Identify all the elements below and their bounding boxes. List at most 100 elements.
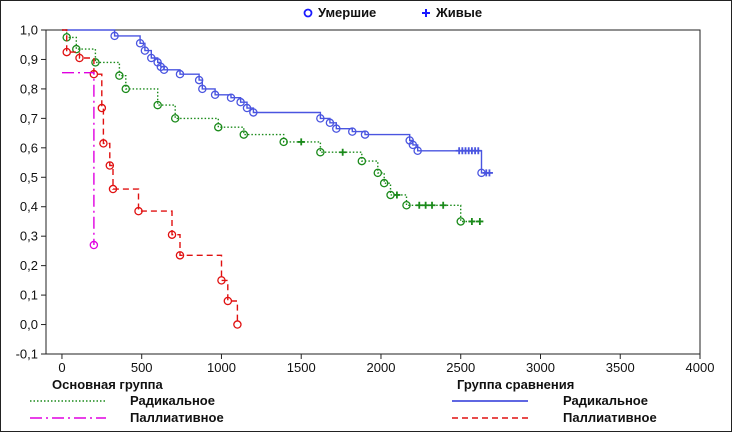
x-tick-label: 500 [131, 360, 153, 375]
event-marker [194, 75, 204, 85]
plot-area [45, 29, 701, 355]
x-axis-ticks: 0 500 1000 1500 2000 2500 3000 3500 4000 [58, 354, 714, 375]
legend-label: Умершие [318, 5, 376, 20]
event-marker [226, 93, 236, 102]
censored-marker [476, 217, 484, 225]
legend-label: Живые [435, 5, 482, 20]
event-marker [233, 320, 242, 329]
event-marker [379, 178, 389, 188]
event-marker [99, 139, 108, 148]
group-legends: Основная группаРадикальноеПаллиативноеГр… [30, 377, 657, 425]
x-tick-label: 1500 [287, 360, 316, 375]
event-marker [316, 114, 325, 123]
x-tick-label: 3000 [526, 360, 555, 375]
series-Паллиативное-Основная группа [62, 72, 99, 250]
y-tick-label: 0,9 [20, 52, 38, 67]
censored-marker [422, 201, 430, 209]
event-marker [198, 84, 207, 94]
x-tick-label: 0 [58, 360, 65, 375]
series-Радикальное-Основная группа [62, 29, 484, 226]
event-marker [316, 147, 325, 157]
event-marker [360, 130, 370, 139]
y-tick-label: -0,1 [16, 347, 38, 362]
event-marker [147, 53, 156, 63]
censored-marker [474, 147, 482, 155]
survival-curve [62, 72, 95, 245]
censored-marker [428, 201, 436, 209]
survival-curve [62, 29, 239, 325]
event-marker [217, 276, 226, 285]
event-marker [175, 251, 185, 260]
event-marker [121, 84, 131, 94]
legend-item-label: Паллиативное [130, 410, 224, 425]
event-marker [115, 71, 124, 80]
censored-marker [439, 201, 447, 209]
legend-item-label: Радикальное [563, 393, 648, 408]
event-marker [249, 108, 258, 117]
y-tick-label: 0,2 [20, 258, 38, 273]
series-Радикальное-Группа сравнения [62, 29, 493, 178]
event-marker [170, 114, 180, 123]
event-marker [140, 46, 150, 55]
series-Паллиативное-Группа сравнения [62, 29, 242, 329]
y-tick-label: 0,1 [20, 288, 38, 303]
event-marker [223, 296, 233, 306]
event-marker [239, 130, 249, 139]
event-marker [89, 69, 99, 79]
y-tick-label: 0,5 [20, 170, 38, 185]
event-marker [110, 31, 119, 41]
event-marker [236, 97, 245, 107]
event-marker [456, 217, 465, 226]
legend-circle-symbol [303, 8, 313, 18]
event-marker [214, 122, 223, 132]
legend-item-label: Радикальное [130, 393, 215, 408]
x-tick-label: 2000 [367, 360, 396, 375]
censored-marker [415, 201, 423, 209]
event-marker [159, 65, 169, 75]
legend-plus-symbol [422, 9, 430, 17]
event-marker [357, 156, 367, 166]
event-marker [62, 47, 71, 57]
event-marker [242, 103, 252, 113]
y-tick-label: 0,8 [20, 81, 38, 96]
censored-marker [468, 217, 476, 225]
event-marker [167, 230, 177, 239]
series-layer [62, 29, 493, 329]
y-tick-label: 0,7 [20, 111, 38, 126]
legend-item-label: Паллиативное [563, 410, 657, 425]
censored-marker [339, 148, 347, 156]
axes: 0 500 1000 1500 2000 2500 3000 3500 4000 -0,1 0,0… [16, 23, 715, 376]
y-tick-label: 1,0 [20, 23, 38, 38]
x-tick-label: 4000 [686, 360, 715, 375]
event-marker [135, 39, 145, 48]
event-marker [175, 69, 185, 79]
survival-curve [62, 29, 480, 223]
event-marker [153, 100, 162, 110]
event-marker [134, 206, 143, 216]
event-marker [413, 146, 422, 156]
survival-curve [62, 29, 493, 174]
legend-group-title: Группа сравнения [457, 377, 574, 392]
y-tick-label: 0,0 [20, 317, 38, 332]
y-tick-label: 0,3 [20, 229, 38, 244]
event-marker [75, 53, 84, 63]
x-tick-label: 3500 [606, 360, 635, 375]
event-marker [210, 90, 220, 100]
censored-marker [393, 191, 401, 199]
event-marker [373, 168, 383, 178]
legend-group-title: Основная группа [52, 377, 164, 392]
event-marker [348, 127, 357, 136]
event-marker [408, 140, 418, 150]
event-marker [72, 44, 81, 54]
y-axis-ticks: -0,1 0,0 0,1 0,2 0,3 0,4 0,5 0,6 0,7 0,8 0,9 1,0 [16, 23, 46, 362]
censored-marker [297, 138, 305, 146]
censored-marker [485, 169, 493, 177]
y-tick-label: 0,6 [20, 140, 38, 155]
event-marker [105, 161, 115, 170]
x-tick-label: 2500 [446, 360, 475, 375]
event-marker [91, 58, 100, 67]
event-marker [325, 118, 335, 128]
x-tick-label: 1000 [207, 360, 236, 375]
